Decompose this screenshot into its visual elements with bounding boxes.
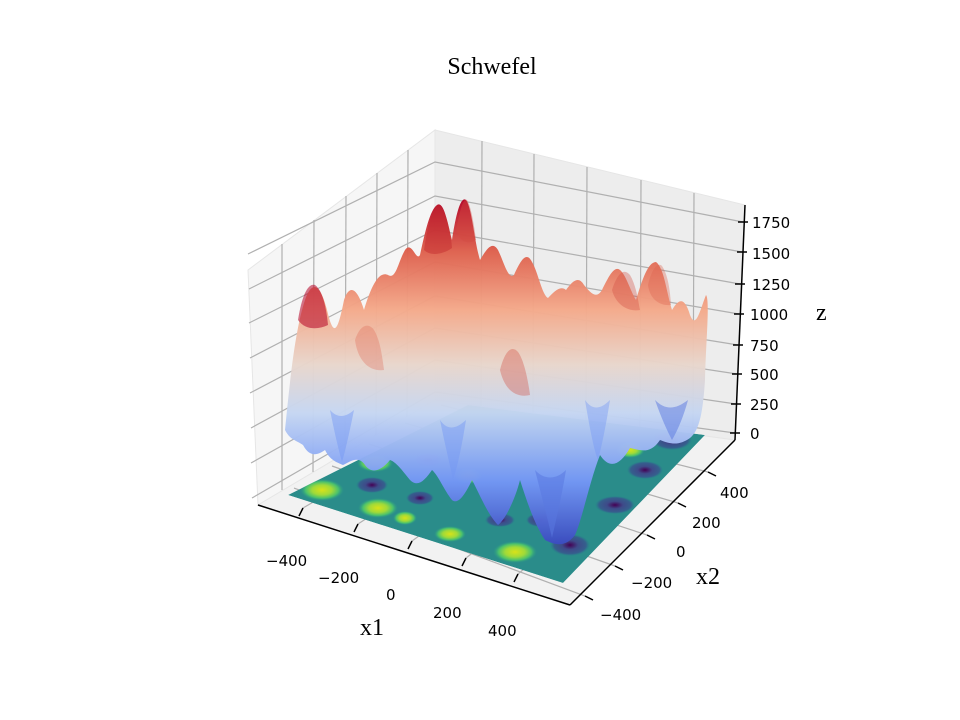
surface-plot — [285, 199, 708, 545]
svg-text:−400: −400 — [600, 606, 641, 624]
svg-text:0: 0 — [676, 543, 686, 561]
svg-text:1250: 1250 — [752, 276, 790, 294]
svg-text:400: 400 — [720, 484, 749, 502]
svg-text:750: 750 — [750, 337, 779, 355]
z-tick-labels: 0 250 500 750 1000 1250 1500 1750 — [750, 214, 790, 443]
x1-axis — [257, 504, 571, 606]
svg-text:200: 200 — [433, 604, 462, 622]
svg-text:0: 0 — [386, 586, 396, 604]
x2-tick-labels: −400 −200 0 200 400 — [600, 484, 749, 624]
svg-text:1000: 1000 — [750, 306, 788, 324]
svg-text:400: 400 — [488, 622, 517, 640]
svg-text:−400: −400 — [266, 552, 307, 570]
svg-text:250: 250 — [750, 396, 779, 414]
svg-text:−200: −200 — [631, 574, 672, 592]
z-axis-label: z — [816, 300, 827, 326]
svg-text:−200: −200 — [318, 569, 359, 587]
svg-text:500: 500 — [750, 366, 779, 384]
z-axis — [730, 204, 748, 441]
svg-text:200: 200 — [692, 514, 721, 532]
x2-axis — [569, 439, 736, 606]
x2-axis-label: x2 — [696, 564, 720, 590]
chart-title: Schwefel — [447, 54, 537, 80]
svg-text:1750: 1750 — [752, 214, 790, 232]
svg-text:0: 0 — [750, 425, 760, 443]
x1-tick-labels: −400 −200 0 200 400 — [266, 552, 517, 640]
x1-axis-label: x1 — [360, 615, 384, 641]
svg-text:1500: 1500 — [752, 245, 790, 263]
